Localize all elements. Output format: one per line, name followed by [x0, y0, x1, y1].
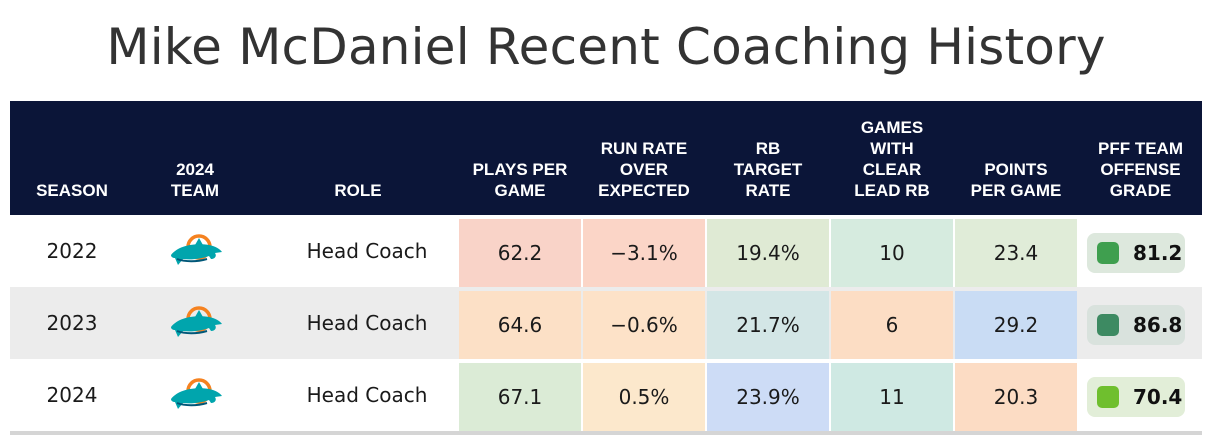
header-role: ROLE: [334, 181, 382, 200]
plays-per-game-cell: 64.6: [459, 291, 581, 359]
points-per-game-cell: 23.4: [955, 219, 1077, 287]
role-cell: Head Coach: [306, 239, 428, 263]
plays-per-game-cell: 67.1: [459, 363, 581, 431]
pff-grade-value: 81.2: [1133, 241, 1183, 265]
header-games-clear-lead-rb: GAMES WITH CLEAR LEAD RB: [854, 118, 930, 200]
header-season: SEASON: [36, 181, 108, 200]
points-per-game-cell: 29.2: [955, 291, 1077, 359]
header-points-per-game: POINTS PER GAME: [970, 160, 1062, 200]
run-rate-over-expected-cell: −0.6%: [583, 291, 705, 359]
header-plays-per-game: PLAYS PER GAME: [472, 160, 568, 200]
pff-grade-value: 70.4: [1133, 385, 1183, 409]
role-cell: Head Coach: [306, 383, 428, 407]
table-header: SEASON 2024 TEAM ROLE PLAYS PER GAME RUN R…: [10, 101, 1202, 215]
pff-grade-badge: 70.4: [1087, 377, 1185, 417]
team-logo-cell: [136, 287, 254, 359]
grade-color-swatch: [1097, 314, 1119, 336]
header-run-rate-over-expected: RUN RATE OVER EXPECTED: [598, 139, 690, 200]
season-cell: 2022: [46, 239, 98, 263]
header-rb-target-rate: RB TARGET RATE: [733, 139, 803, 200]
role-cell: Head Coach: [306, 311, 428, 335]
grade-color-swatch: [1097, 242, 1119, 264]
pff-grade-badge: 86.8: [1087, 305, 1185, 345]
pff-grade-badge: 81.2: [1087, 233, 1185, 273]
page-title: Mike McDaniel Recent Coaching History: [106, 18, 1106, 76]
coaching-history-table: SEASON 2024 TEAM ROLE PLAYS PER GAME RUN R…: [10, 101, 1202, 435]
grade-color-swatch: [1097, 386, 1119, 408]
team-logo-cell: [136, 359, 254, 431]
rb-target-rate-cell: 21.7%: [707, 291, 829, 359]
team-logo-cell: [136, 215, 254, 287]
header-team: 2024 TEAM: [170, 160, 220, 200]
table-row: 2024 Head Coach 67.1 0.5% 23.9% 11 20.3 …: [10, 359, 1202, 431]
miami-dolphins-logo-icon: [171, 306, 222, 337]
table-bottom-border: [10, 431, 1202, 435]
miami-dolphins-logo-icon: [171, 378, 222, 409]
table-row: 2022 Head Coach 62.2 −3.1% 19.4% 10 23.4…: [10, 215, 1202, 287]
table-row: 2023 Head Coach 64.6 −0.6% 21.7% 6 29.2 …: [10, 287, 1202, 359]
pff-grade-value: 86.8: [1133, 313, 1183, 337]
rb-target-rate-cell: 19.4%: [707, 219, 829, 287]
clear-lead-rb-games-cell: 11: [831, 363, 953, 431]
rb-target-rate-cell: 23.9%: [707, 363, 829, 431]
season-cell: 2023: [46, 311, 98, 335]
header-pff-offense-grade: PFF TEAM OFFENSE GRADE: [1098, 139, 1183, 200]
clear-lead-rb-games-cell: 6: [831, 291, 953, 359]
run-rate-over-expected-cell: −3.1%: [583, 219, 705, 287]
points-per-game-cell: 20.3: [955, 363, 1077, 431]
run-rate-over-expected-cell: 0.5%: [583, 363, 705, 431]
clear-lead-rb-games-cell: 10: [831, 219, 953, 287]
miami-dolphins-logo-icon: [171, 234, 222, 265]
plays-per-game-cell: 62.2: [459, 219, 581, 287]
season-cell: 2024: [46, 383, 98, 407]
